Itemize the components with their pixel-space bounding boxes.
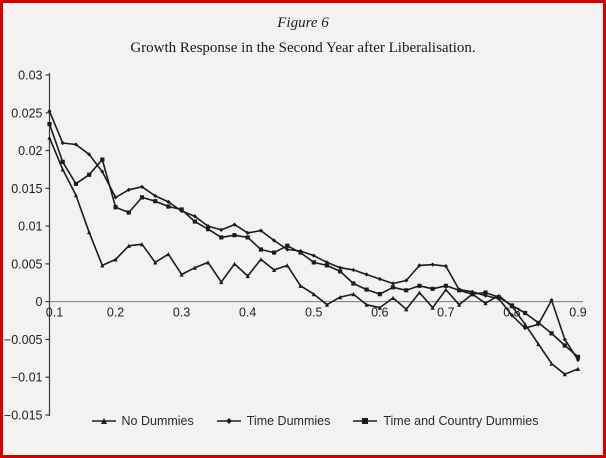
x-tick-label: 0.1 <box>46 306 63 320</box>
y-tick-label: 0.03 <box>18 69 42 83</box>
y-tick-label: 0.01 <box>18 220 42 234</box>
figure-subtitle: Growth Response in the Second Year after… <box>130 40 476 56</box>
x-tick-label: 0.3 <box>173 306 190 320</box>
no-dummies-marker-icon <box>91 418 116 424</box>
legend-label-time-and-country-dummies: Time and Country Dummies <box>383 414 539 428</box>
legend-label-no-dummies: No Dummies <box>121 414 194 428</box>
chart-legend: No Dummies Time Dummies Time and Country… <box>47 414 582 428</box>
x-tick-label: 0.2 <box>107 306 124 320</box>
x-tick-label: 0.5 <box>305 306 322 320</box>
y-tick-label: 0.025 <box>11 106 42 120</box>
x-tick-label: 0.4 <box>239 306 256 320</box>
legend-item-no-dummies: No Dummies <box>91 414 194 428</box>
legend-item-time-and-country-dummies: Time and Country Dummies <box>352 414 538 428</box>
x-tick-label: 0.7 <box>437 306 454 320</box>
y-tick-label: −0.01 <box>11 371 43 385</box>
y-tick-label: 0 <box>36 295 43 309</box>
y-tick-label: 0.015 <box>11 182 42 196</box>
legend-item-time-dummies: Time Dummies <box>216 414 331 428</box>
x-tick-label: 0.6 <box>371 306 388 320</box>
series-markers-time-dummies <box>47 109 581 362</box>
figure-title: Figure 6 <box>277 15 329 31</box>
x-tick-label: 0.9 <box>569 306 586 320</box>
series-line-time-dummies <box>48 110 579 361</box>
legend-label-time-dummies: Time Dummies <box>246 414 331 428</box>
y-tick-label: −0.005 <box>4 333 43 347</box>
line-chart: 0.03 0.025 0.02 0.015 0.01 0.005 0 −0.005 −0.01 −… <box>4 69 587 423</box>
time-and-country-dummies-marker-icon <box>353 418 378 424</box>
time-dummies-marker-icon <box>216 418 241 424</box>
series-markers-time-and-country-dummies <box>47 122 581 359</box>
series-line-time-and-country-dummies <box>48 123 579 358</box>
y-tick-label: −0.015 <box>4 409 43 423</box>
y-tick-label: 0.005 <box>11 257 42 271</box>
y-tick-label: 0.02 <box>18 144 42 158</box>
